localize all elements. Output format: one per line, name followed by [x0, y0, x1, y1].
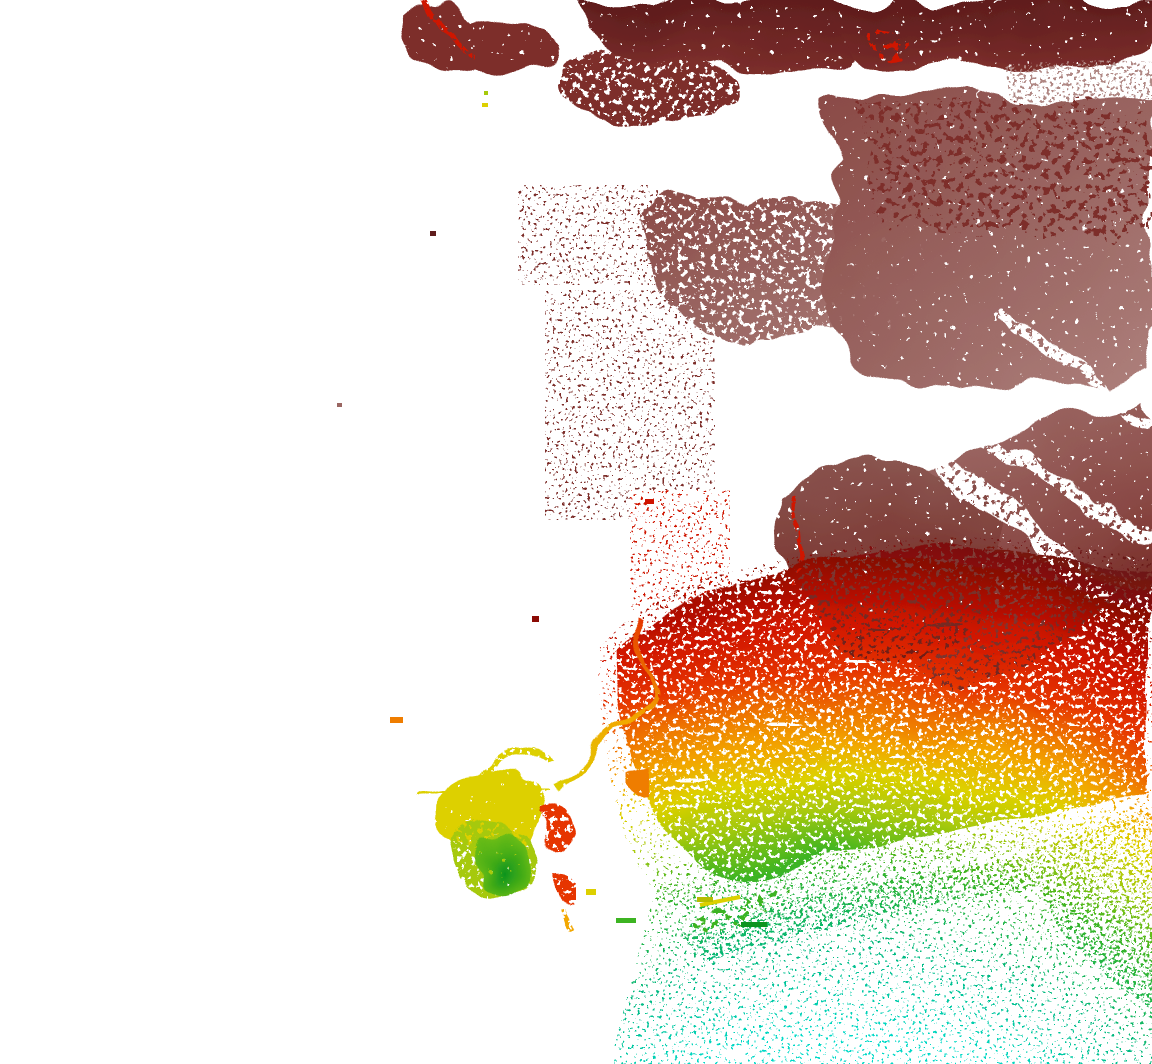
yellow-dash — [699, 895, 741, 907]
speckle-patch — [518, 185, 658, 285]
speckle-patch — [545, 290, 715, 520]
speck — [741, 922, 767, 927]
amber-tail — [557, 908, 575, 934]
thermal-fan — [598, 537, 1152, 913]
speck — [484, 91, 488, 95]
red-mottle — [862, 20, 911, 66]
speck — [482, 103, 488, 107]
maroon-mottle — [860, 99, 1152, 238]
isolated-specks — [337, 91, 767, 927]
speck — [697, 897, 713, 902]
bloom-dash — [419, 790, 453, 798]
bloom-green-core — [472, 836, 524, 896]
cloud-blob — [560, 53, 744, 118]
speck — [616, 918, 636, 923]
cloud-band — [575, 0, 862, 72]
red-patch — [546, 808, 574, 854]
red-patch — [552, 879, 571, 904]
green-patch — [688, 891, 789, 932]
coastal-bloom-cluster — [419, 616, 658, 934]
top-cloud-archipelago — [398, 0, 1152, 520]
upper-right-mottled-field — [639, 92, 1152, 385]
speck — [645, 499, 654, 504]
pale-speckle-strip — [1005, 60, 1152, 108]
cloud-gap-streak — [996, 296, 1152, 434]
speck — [337, 403, 342, 407]
bloom-arm — [464, 746, 559, 794]
speckle-band-top — [680, 835, 1152, 962]
cloud-blob — [398, 0, 556, 77]
speck — [390, 717, 403, 723]
speck — [586, 889, 596, 895]
red-rim-streak — [421, 0, 480, 65]
speck — [532, 616, 539, 622]
orange-patch — [632, 766, 658, 801]
cloud-gap-streak — [951, 414, 1152, 551]
bloom-filament — [550, 616, 655, 791]
cloud-band — [830, 0, 1152, 66]
speck — [430, 231, 436, 236]
bottom-speckle-field — [610, 808, 1152, 1064]
fan-core — [618, 547, 1152, 874]
